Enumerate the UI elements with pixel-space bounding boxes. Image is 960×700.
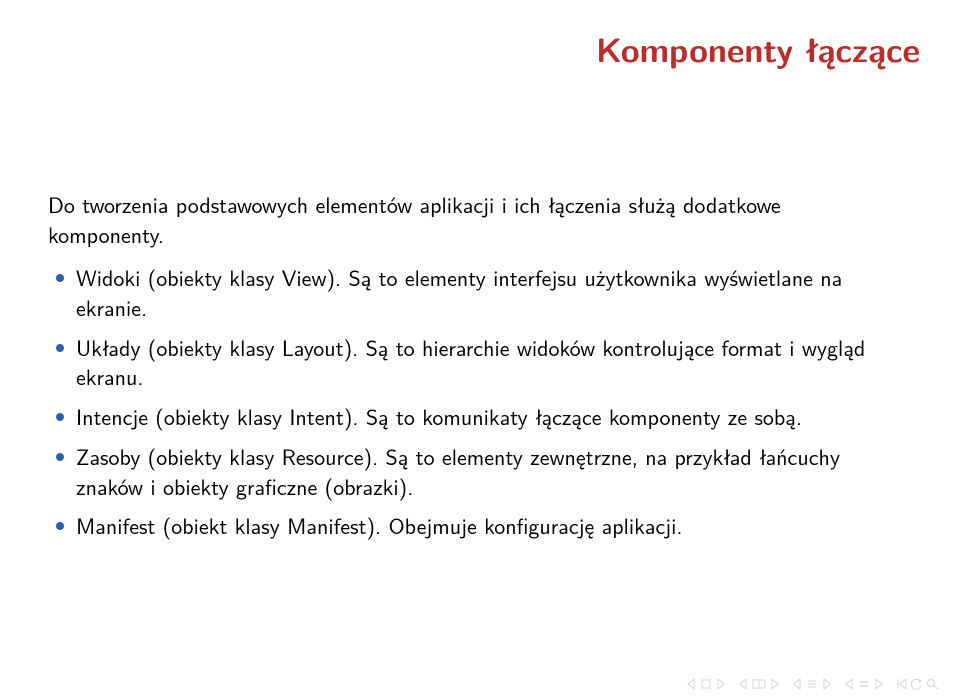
nav-subsection-group <box>792 678 832 690</box>
list-item-text: Intencje (obiekty klasy Intent). Są to k… <box>76 400 802 432</box>
list-item-text: Układy (obiekty klasy Layout). Są to hie… <box>76 331 865 393</box>
next-frame-icon[interactable] <box>768 678 780 690</box>
next-slide-icon[interactable] <box>714 678 726 690</box>
list-item: Zasoby (obiekty klasy Resource). Są to e… <box>48 442 900 501</box>
section-lines-icon[interactable] <box>858 678 870 690</box>
list-item: Układy (obiekty klasy Layout). Są to hie… <box>48 333 900 392</box>
search-icon[interactable] <box>926 678 940 690</box>
slide-title: Komponenty łączące <box>596 24 920 73</box>
next-subsection-icon[interactable] <box>820 678 832 690</box>
slide: Komponenty łączące Do tworzenia podstawo… <box>0 0 960 700</box>
bullet-list: Widoki (obiekty klasy View). Są to eleme… <box>48 263 900 541</box>
beamer-nav <box>686 678 940 690</box>
intro-text: Do tworzenia podstawowych elementów apli… <box>48 190 900 249</box>
next-section-icon[interactable] <box>872 678 884 690</box>
nav-section-group <box>844 678 884 690</box>
nav-frame-group <box>738 678 780 690</box>
nav-doc-group <box>896 678 940 690</box>
list-item-text: Zasoby (obiekty klasy Resource). Są to e… <box>76 440 840 502</box>
nav-slide-group <box>686 678 726 690</box>
slide-box-icon[interactable] <box>700 678 712 690</box>
subsection-lines-icon[interactable] <box>806 678 818 690</box>
first-page-icon[interactable] <box>896 678 908 690</box>
frame-box-icon[interactable] <box>752 678 766 690</box>
prev-frame-icon[interactable] <box>738 678 750 690</box>
list-item: Widoki (obiekty klasy View). Są to eleme… <box>48 263 900 322</box>
list-item: Manifest (obiekt klasy Manifest). Obejmu… <box>48 511 900 541</box>
back-icon[interactable] <box>910 678 924 690</box>
list-item: Intencje (obiekty klasy Intent). Są to k… <box>48 402 900 432</box>
slide-body: Do tworzenia podstawowych elementów apli… <box>48 190 900 551</box>
prev-section-icon[interactable] <box>844 678 856 690</box>
list-item-text: Widoki (obiekty klasy View). Są to eleme… <box>76 261 842 323</box>
prev-slide-icon[interactable] <box>686 678 698 690</box>
list-item-text: Manifest (obiekt klasy Manifest). Obejmu… <box>76 509 682 541</box>
prev-subsection-icon[interactable] <box>792 678 804 690</box>
